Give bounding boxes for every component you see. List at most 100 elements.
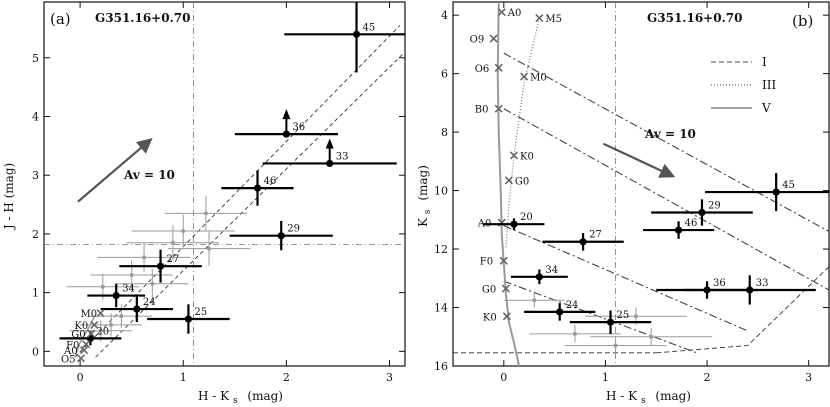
reddening-track-line <box>503 52 830 232</box>
spectral-type-V-label: F0 <box>480 257 493 268</box>
panel-b-ylabel: K s (mag) <box>416 165 433 227</box>
y-tick-label: 2 <box>32 228 39 241</box>
reddening-track-line <box>503 108 830 291</box>
y-tick-label: 1 <box>32 287 39 300</box>
faint-source-point <box>203 211 208 216</box>
faint-source-point <box>170 240 175 245</box>
panel-b-label: (b) <box>792 12 813 30</box>
source-point-25 <box>606 318 615 326</box>
x-tick-label: 2 <box>283 371 290 384</box>
spectral-type-label: A0 <box>63 346 78 357</box>
spectral-type-marker <box>90 320 99 329</box>
spectral-type-V-label: K0 <box>483 312 497 323</box>
spectral-type-marker <box>79 346 89 355</box>
spectral-type-III-marker <box>520 72 529 81</box>
spectral-type-III-marker <box>497 8 506 17</box>
panel-b-frame <box>452 1 830 367</box>
reddening-track-line <box>503 280 698 354</box>
source-point-46 <box>675 226 683 234</box>
panel-b-ylabel-unit: (mag) <box>416 165 430 201</box>
limit-arrow-head <box>282 109 291 120</box>
panel-a-av-label: Av = 10 <box>123 168 175 182</box>
spectral-type-III-label: K0 <box>520 151 534 162</box>
source-label-34: 34 <box>545 265 558 276</box>
y-tick-label: 5 <box>32 52 39 65</box>
spectral-type-V-label: B0 <box>475 105 489 116</box>
spectral-type-V-marker <box>494 104 503 113</box>
isochrone-V-curve <box>496 3 521 367</box>
panel-a-frame <box>43 1 406 367</box>
source-point-29 <box>698 208 706 217</box>
source-point-34 <box>535 273 543 281</box>
source-point-27 <box>156 262 165 270</box>
y-tick-label: 16 <box>434 360 448 373</box>
reddening-track-line <box>503 225 748 332</box>
y-tick-label: 12 <box>434 243 448 256</box>
faint-source-point <box>572 331 577 336</box>
source-label-20: 20 <box>96 326 109 337</box>
panel-b-ylabel-main: K <box>416 217 430 227</box>
faint-source-point <box>98 328 103 333</box>
legend-label: III <box>762 78 776 92</box>
faint-source-point <box>181 228 186 233</box>
source-point-45 <box>772 188 780 196</box>
spectral-type-III-marker <box>535 14 544 23</box>
spectral-type-marker <box>76 354 86 363</box>
spectral-type-V-label: G0 <box>482 285 496 296</box>
source-label-24: 24 <box>566 300 579 311</box>
y-tick-label: 4 <box>441 9 448 22</box>
panel-a-xlabel-main: H - K <box>198 389 230 403</box>
source-label-27: 27 <box>589 230 602 241</box>
source-point-34 <box>112 291 120 300</box>
source-point-33 <box>746 286 754 294</box>
faint-source-point <box>532 298 537 303</box>
spectral-type-label: G0 <box>71 330 85 341</box>
source-label-20: 20 <box>520 212 533 223</box>
y-tick-label: 4 <box>32 110 39 123</box>
faint-source-point <box>100 284 105 289</box>
spectral-type-III-label: M0 <box>530 73 547 84</box>
spectral-type-III-label: A0 <box>507 8 522 19</box>
source-label-25: 25 <box>617 310 630 321</box>
source-label-25: 25 <box>194 307 207 318</box>
spectral-type-label: M0 <box>81 309 98 320</box>
y-tick-label: 10 <box>434 185 448 198</box>
spectral-type-III-label: M5 <box>545 14 562 25</box>
source-point-45 <box>352 30 361 38</box>
spectral-type-V-label: O9 <box>470 35 485 46</box>
faint-source-point <box>119 314 124 319</box>
panel-a-xlabel-sub: s <box>233 396 238 406</box>
faint-source-point <box>150 281 155 286</box>
x-tick-label: 1 <box>602 371 609 384</box>
legend-label: I <box>762 55 767 69</box>
y-tick-label: 0 <box>32 345 39 358</box>
source-point-29 <box>277 232 285 240</box>
spectral-type-III-label: G0 <box>515 176 529 187</box>
spectral-type-marker <box>82 340 91 349</box>
panel-b-xlabel-unit: (mag) <box>655 389 691 403</box>
spectral-type-V-marker <box>501 284 510 293</box>
source-label-36: 36 <box>292 122 305 133</box>
spectral-type-V-label: O6 <box>475 64 490 75</box>
spectral-type-label: F0 <box>66 340 79 351</box>
source-label-33: 33 <box>336 151 349 162</box>
reddening-band-line <box>95 51 406 358</box>
reddening-vector-arrow <box>77 137 153 203</box>
isochrone-III-curve <box>505 17 540 250</box>
x-tick-label: 0 <box>77 371 84 384</box>
spectral-type-V-marker <box>494 63 503 72</box>
spectral-type-marker <box>96 309 105 318</box>
panel-a-xlabel-unit: (mag) <box>247 389 283 403</box>
spectral-type-marker <box>87 329 96 338</box>
source-label-36: 36 <box>713 278 726 289</box>
faint-source-point <box>613 343 618 348</box>
source-label-45: 45 <box>363 22 376 33</box>
y-tick-label: 8 <box>441 126 448 139</box>
source-label-45: 45 <box>782 180 795 191</box>
spectral-type-III-marker <box>504 176 513 185</box>
